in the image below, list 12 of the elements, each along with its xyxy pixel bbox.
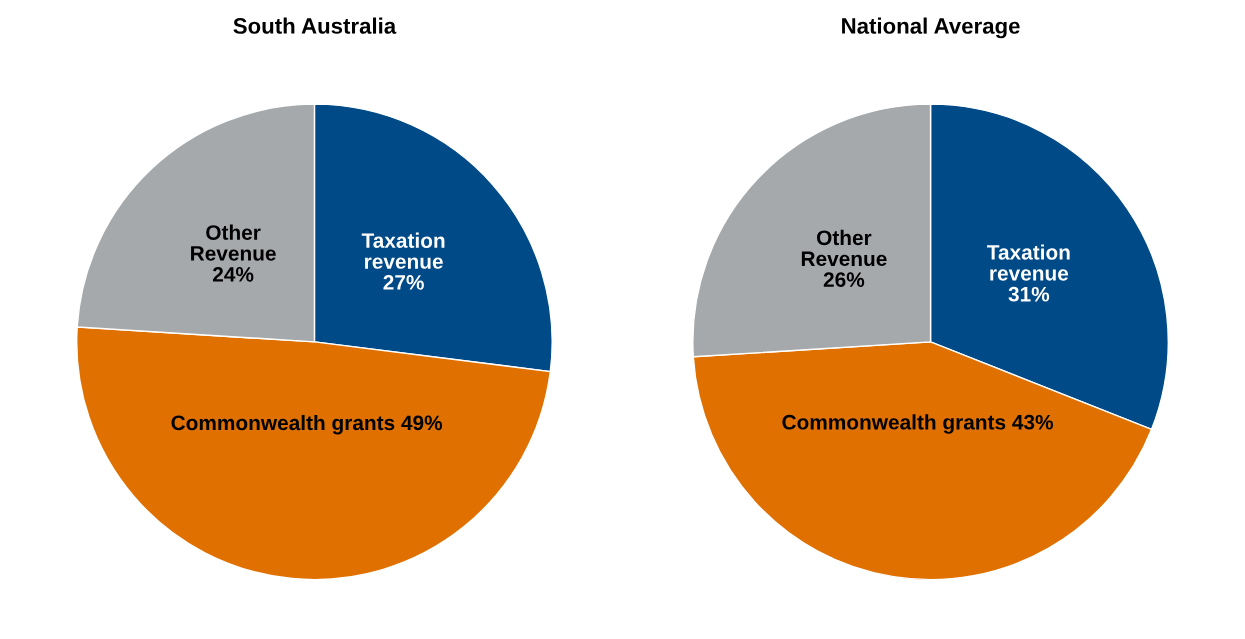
data-label: 31% [1008,286,1050,302]
slice-label: Taxation revenue [361,232,445,269]
chart-title: South Australia [233,17,397,34]
chart-title: National Average [842,17,1020,39]
data-label: 24% [212,266,254,282]
slice-label: Other Revenue [191,224,276,261]
data-label: 26% [823,272,865,288]
data-label: 27% [383,275,424,290]
slice-label: Taxation revenue [987,244,1070,281]
slice-label: Commonwealth grants 49% [171,414,443,435]
slice-label: Other Revenue [801,229,887,267]
slice-label: Commonwealth grants 43% [782,414,1054,434]
